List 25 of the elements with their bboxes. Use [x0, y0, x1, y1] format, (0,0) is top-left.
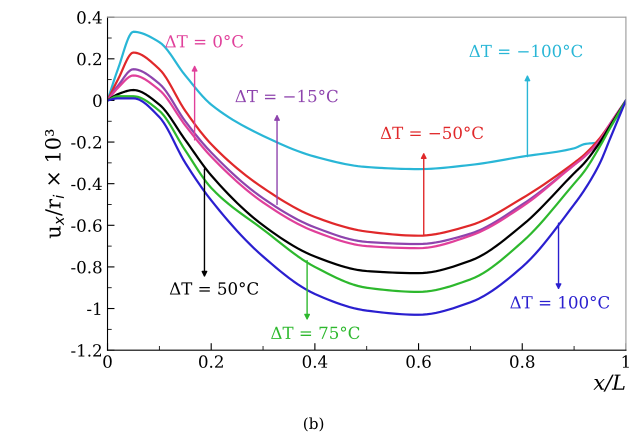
y-tick-label: 0.2 [77, 52, 102, 66]
annotation: ΔT = 75°C [271, 326, 360, 340]
y-tick-label: -0.4 [71, 178, 102, 190]
x-tick-label: 0.4 [302, 355, 328, 368]
y-tick-label: -1.2 [71, 344, 102, 357]
y-tick-label: 0 [93, 94, 102, 108]
x-tick-label: 0 [103, 355, 112, 368]
annotation: ΔT = −100°C [469, 44, 582, 58]
x-tick-label: 0.8 [510, 355, 534, 368]
x-tick-label: 1 [622, 355, 629, 368]
annotation: ΔT = −15°C [235, 90, 338, 102]
y-tick-label: -0.2 [71, 136, 102, 149]
y-tick-label: -1 [87, 302, 100, 315]
x-tick-label: 0.6 [406, 355, 431, 368]
text: (b) [304, 417, 324, 432]
y-tick-label: -0.6 [71, 219, 102, 232]
annotation: ΔT = 0°C [165, 34, 244, 48]
annotation: ΔT = 100°C [510, 296, 610, 309]
y-axis-title: u$_{x}$/r$_{i}$ × 10³ [45, 130, 64, 238]
y-tick-label: -0.8 [71, 260, 102, 274]
x-axis-title: x/L [593, 374, 625, 392]
annotation: ΔT = −50°C [380, 126, 484, 140]
x-tick-label: 0.2 [199, 355, 223, 368]
y-tick-label: 0.4 [77, 11, 102, 24]
annotation: ΔT = 50°C [170, 282, 258, 295]
